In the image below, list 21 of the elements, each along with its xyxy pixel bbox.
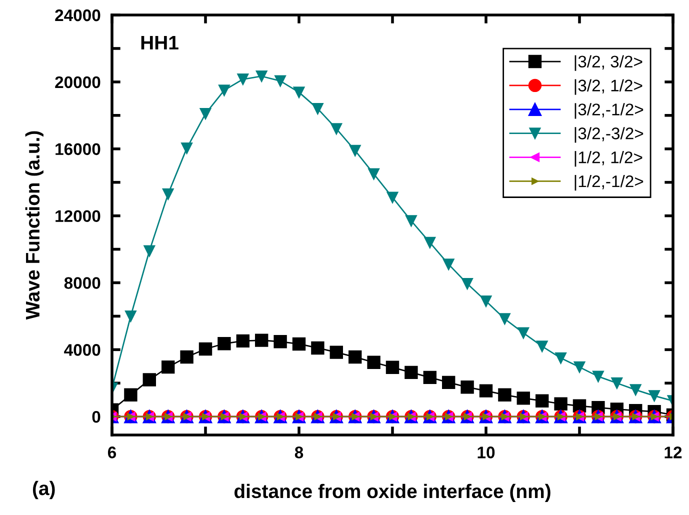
x-tick-label: 6 (108, 446, 116, 458)
x-tick-label: 8 (294, 446, 304, 458)
legend-label: |1/2, 1/2> (574, 151, 642, 167)
legend-label: |3/2, 1/2> (574, 79, 642, 95)
legend-label: |3/2,-1/2> (574, 103, 644, 119)
y-tick-label: 0 (92, 410, 100, 423)
y-tick-label: 12000 (56, 210, 100, 222)
legend-label: |1/2,-1/2> (574, 174, 644, 191)
annotation: HH1 (141, 36, 178, 50)
x-tick-label: 10 (478, 446, 495, 458)
x-tick-label: 12 (664, 446, 682, 458)
y-tick-label: 16000 (56, 143, 100, 156)
y-tick-label: 20000 (55, 76, 100, 88)
x-axis-title: distance from oxide interface (nm) (234, 484, 550, 502)
y-tick-label: 4000 (64, 344, 100, 356)
legend-label: |3/2,-3/2> (574, 127, 644, 143)
y-axis-title: Wave Function (a.u.) (25, 131, 44, 320)
text: (a) (32, 480, 55, 500)
legend-label: |3/2, 3/2> (574, 55, 642, 71)
y-tick-label: 24000 (55, 9, 100, 22)
y-tick-label: 8000 (64, 277, 100, 289)
